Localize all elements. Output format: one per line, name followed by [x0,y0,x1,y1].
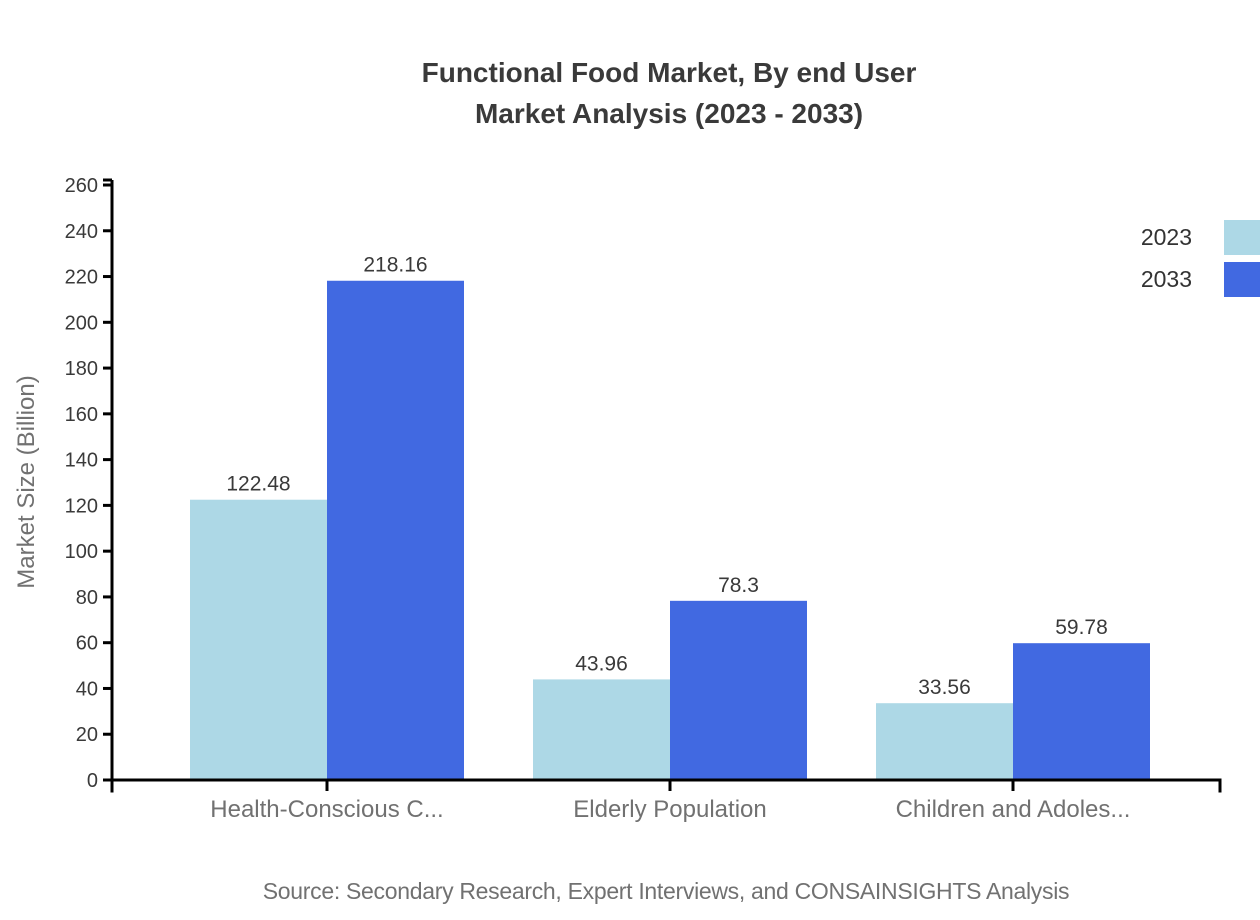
y-tick-label: 180 [65,358,98,380]
bar-value-label: 78.3 [718,574,759,597]
y-tick-label: 200 [65,312,98,334]
bar-2023-category-0 [190,499,327,780]
bar-value-label: 122.48 [226,473,290,496]
y-tick-label: 140 [65,450,98,472]
y-tick-label: 20 [76,724,98,746]
y-tick-label: 120 [65,495,98,517]
chart-title-block: Functional Food Market, By end User Mark… [78,52,1260,134]
chart-title: Functional Food Market, By end User [421,57,917,88]
legend-label-2023: 2023 [1140,224,1192,250]
bar-2033-category-1 [670,600,807,780]
y-tick-label: 60 [76,633,98,655]
legend-label-2033: 2033 [1140,266,1192,292]
x-axis-line [110,778,1222,793]
legend-item-2023: 2023 [1141,220,1260,255]
bar-value-label: 33.56 [918,676,971,699]
y-tick-label: 80 [76,587,98,609]
x-category-label: Health-Conscious C... [210,796,443,823]
legend-swatch-2033 [1224,262,1260,297]
bar-value-label: 218.16 [363,254,427,277]
legend-swatch-2023 [1224,220,1260,255]
y-tick-label: 160 [65,404,98,426]
y-tick-label: 260 [65,175,98,197]
legend-item-2033: 2033 [1141,262,1260,297]
y-tick-label: 220 [65,267,98,289]
y-tick-label: 40 [76,678,98,700]
bar-2033-category-2 [1013,643,1150,780]
x-category-label: Elderly Population [573,796,766,823]
y-axis-title: Market Size (Billion) [13,375,40,588]
bar-value-label: 59.78 [1055,616,1108,639]
bar-2023-category-1 [533,679,670,780]
legend: 2023 2033 [1141,220,1260,304]
x-category-label: Children and Adoles... [896,796,1131,823]
source-note: Source: Secondary Research, Expert Inter… [262,878,1070,904]
bar-2033-category-0 [327,280,464,780]
bar-value-label: 43.96 [575,652,628,675]
y-tick-label: 100 [65,541,98,563]
y-tick-label: 0 [87,770,98,792]
chart-subtitle: Market Analysis (2023 - 2033) [474,98,864,129]
y-tick-label: 240 [65,221,98,243]
bar-2023-category-2 [876,703,1013,780]
